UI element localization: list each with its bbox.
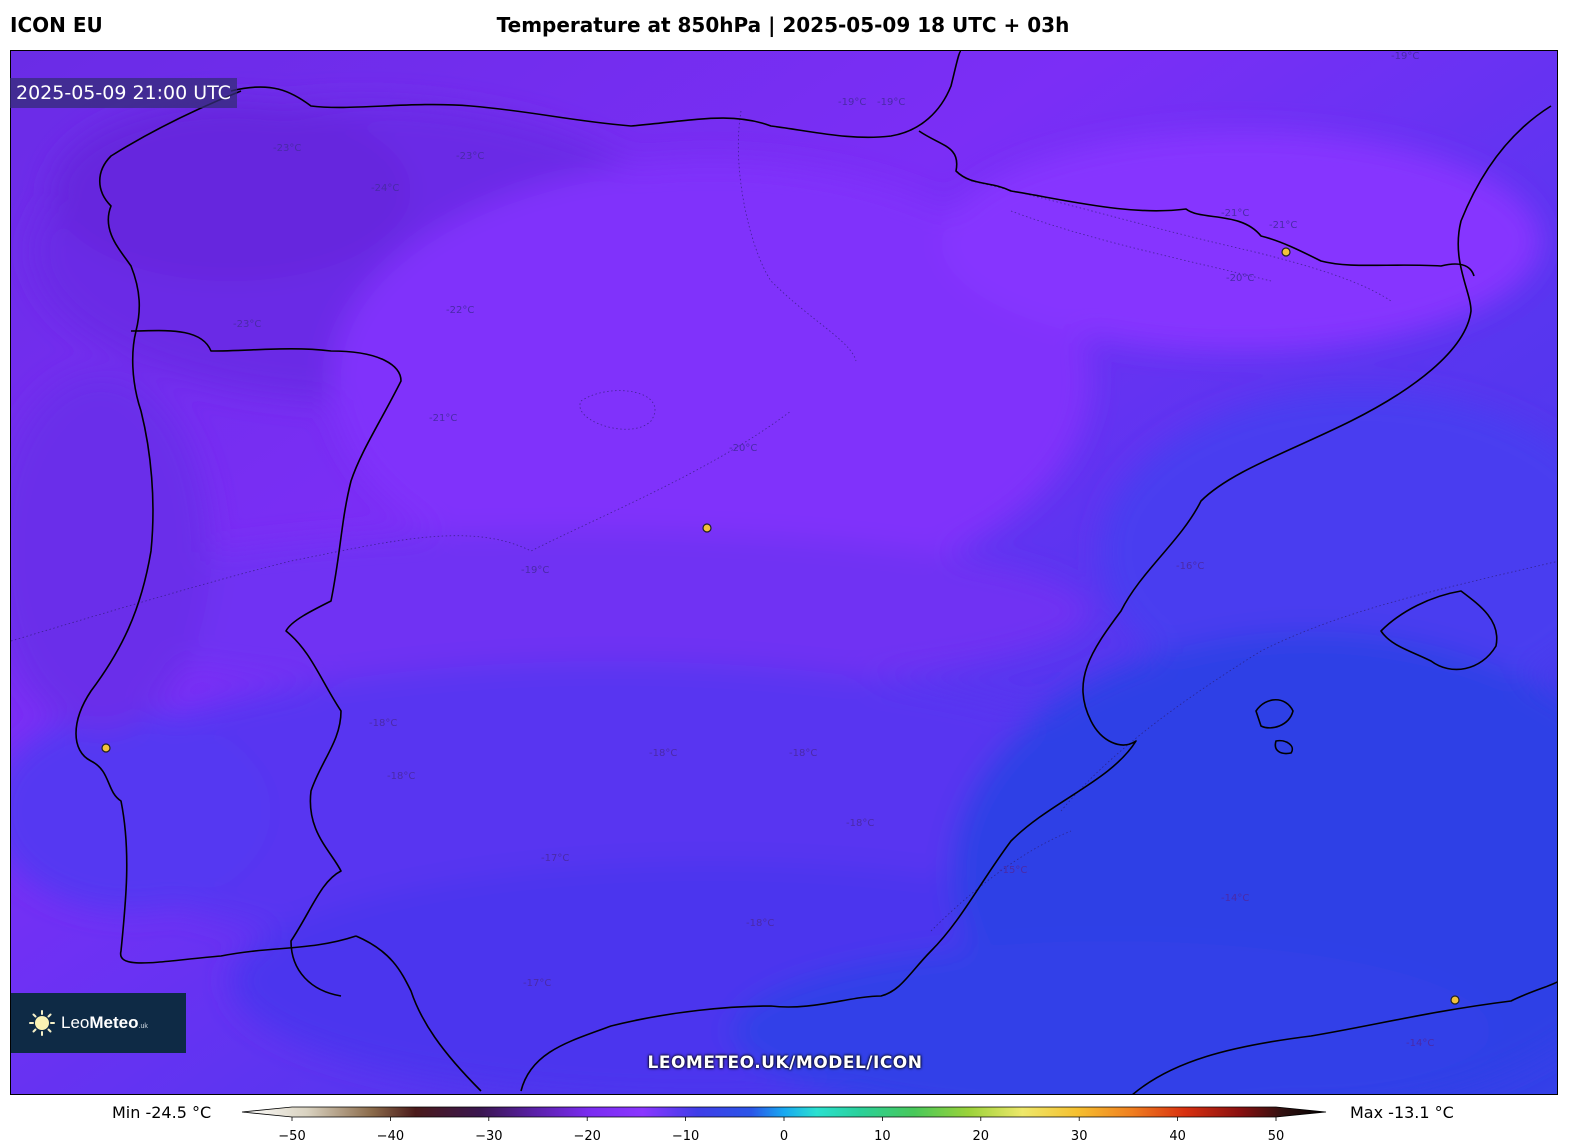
contour-label: -16°C [1176, 561, 1204, 572]
colorbar-tick-label: 10 [874, 1129, 891, 1144]
logo-text-light: Leo [61, 1013, 90, 1032]
city-marker-lisbon [101, 743, 111, 753]
contour-label: -18°C [746, 918, 774, 929]
sun-icon [29, 1010, 55, 1036]
colorbar-tick-label: −10 [672, 1129, 699, 1144]
contour-label: -21°C [1269, 220, 1297, 231]
model-name: ICON EU [10, 13, 103, 37]
contour-label: -15°C [999, 865, 1027, 876]
contour-label: -17°C [523, 978, 551, 989]
colorbar-tick-label: −50 [278, 1129, 305, 1144]
contour-label: -18°C [649, 748, 677, 759]
contour-label: -19°C [1391, 51, 1419, 62]
temperature-field [11, 101, 1557, 1094]
colorbar-tick-label: 0 [780, 1129, 788, 1144]
contour-label: -19°C [838, 97, 866, 108]
contour-label: -17°C [541, 853, 569, 864]
coastlines [75, 51, 1557, 1094]
contour-label: -22°C [446, 305, 474, 316]
contour-label: -18°C [789, 748, 817, 759]
contour-label: -14°C [1221, 893, 1249, 904]
contour-label: -23°C [273, 143, 301, 154]
contour-label: -19°C [877, 97, 905, 108]
city-marker-algiers [1450, 995, 1460, 1005]
colorbar-tick-label: 50 [1268, 1129, 1285, 1144]
contour-label: -20°C [729, 443, 757, 454]
contour-lines [11, 110, 1557, 932]
contour-label: -14°C [1406, 1038, 1434, 1049]
contour-label: -18°C [846, 818, 874, 829]
contour-label: -20°C [1226, 273, 1254, 284]
contour-label: -18°C [369, 718, 397, 729]
city-markers [101, 247, 1460, 1005]
colorbar-ticks: −50 −40 −30 −20 −10 0 10 20 30 40 50 [278, 1117, 1284, 1144]
logo-suffix: .uk [138, 1023, 148, 1030]
contour-label: -18°C [387, 771, 415, 782]
logo-wordmark: LeoMeteo.uk [61, 1013, 148, 1033]
max-label: Max -13.1 °C [1350, 1103, 1454, 1122]
contour-label: -21°C [1221, 208, 1249, 219]
leometeo-logo[interactable]: LeoMeteo.uk [11, 993, 186, 1053]
logo-text-bold: Meteo [89, 1013, 139, 1032]
contour-label: -24°C [371, 183, 399, 194]
colorbar-tick-label: 40 [1169, 1129, 1186, 1144]
contour-labels: -23°C -23°C -24°C -22°C -23°C -21°C -19°… [233, 51, 1434, 1049]
city-marker-andorra [1281, 247, 1291, 257]
source-url[interactable]: LEOMETEO.UK/MODEL/ICON [647, 1053, 923, 1073]
colorbar-tick-label: −30 [475, 1129, 502, 1144]
chart-title: Temperature at 850hPa | 2025-05-09 18 UT… [496, 13, 1070, 37]
temperature-map[interactable]: -23°C -23°C -24°C -22°C -23°C -21°C -19°… [10, 50, 1558, 1095]
map-canvas: -23°C -23°C -24°C -22°C -23°C -21°C -19°… [11, 51, 1557, 1094]
contour-label: -21°C [429, 413, 457, 424]
colorbar-tick-label: −40 [377, 1129, 404, 1144]
min-label: Min -24.5 °C [112, 1103, 212, 1122]
colorbar-fill [241, 1106, 1327, 1118]
colorbar-tick-label: 30 [1071, 1129, 1088, 1144]
colorbar-tick-label: −20 [573, 1129, 600, 1144]
contour-label: -23°C [456, 151, 484, 162]
contour-label: -23°C [233, 319, 261, 330]
city-marker-madrid [702, 523, 712, 533]
colorbar: −50 −40 −30 −20 −10 0 10 20 30 40 50 [241, 1106, 1327, 1144]
colorbar-tick-label: 20 [973, 1129, 990, 1144]
valid-time-badge: 2025-05-09 21:00 UTC [10, 78, 237, 108]
contour-label: -19°C [521, 565, 549, 576]
